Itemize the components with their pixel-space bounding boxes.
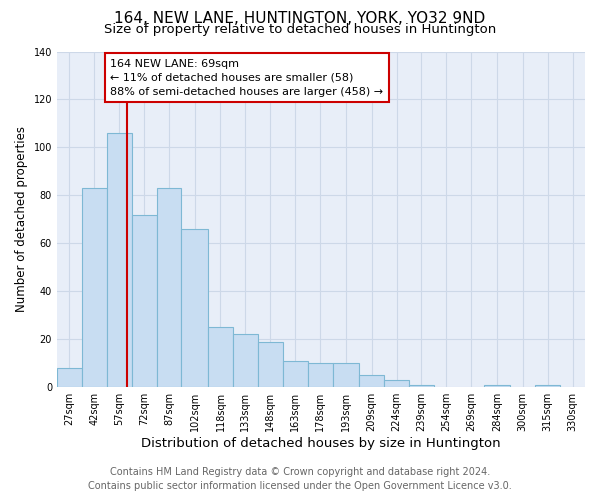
Text: Contains HM Land Registry data © Crown copyright and database right 2024.
Contai: Contains HM Land Registry data © Crown c… [88,467,512,491]
Text: Size of property relative to detached houses in Huntington: Size of property relative to detached ho… [104,24,496,36]
Bar [308,363,332,387]
Bar [409,385,434,387]
Bar [258,342,283,387]
Bar [233,334,258,387]
Bar [535,385,560,387]
Bar [332,363,359,387]
Text: 164, NEW LANE, HUNTINGTON, YORK, YO32 9ND: 164, NEW LANE, HUNTINGTON, YORK, YO32 9N… [115,11,485,26]
Bar [283,361,308,387]
X-axis label: Distribution of detached houses by size in Huntington: Distribution of detached houses by size … [141,437,501,450]
Bar [484,385,510,387]
Bar [181,229,208,387]
Bar [384,380,409,387]
Bar [131,214,157,387]
Y-axis label: Number of detached properties: Number of detached properties [15,126,28,312]
Bar [107,133,131,387]
Bar [359,375,384,387]
Text: 164 NEW LANE: 69sqm
← 11% of detached houses are smaller (58)
88% of semi-detach: 164 NEW LANE: 69sqm ← 11% of detached ho… [110,58,383,96]
Bar [208,328,233,387]
Bar [57,368,82,387]
Bar [82,188,107,387]
Bar [157,188,181,387]
